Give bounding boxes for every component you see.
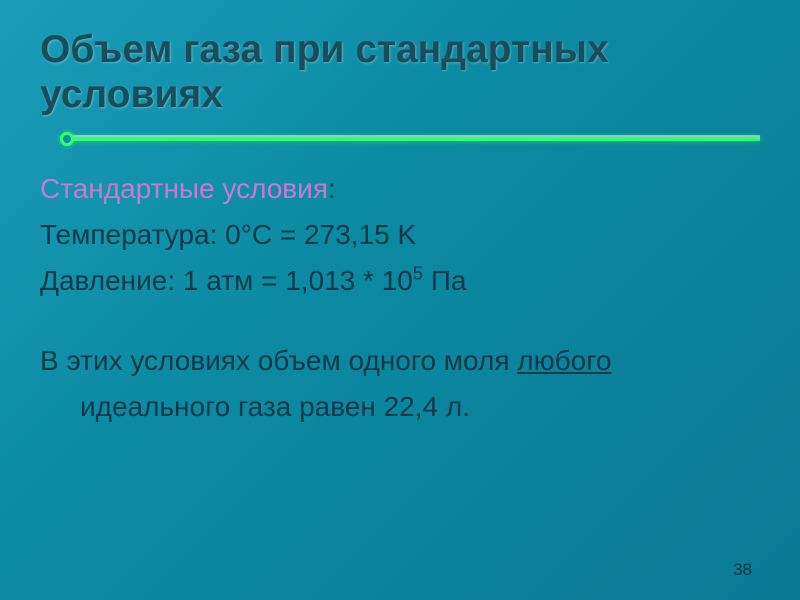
temperature-line: Температура: 0°С = 273,15 K: [40, 214, 760, 256]
slide-container: Объем газа при стандартных условиях Стан…: [0, 0, 800, 600]
slide-content: Стандартные условия: Температура: 0°С = …: [40, 168, 760, 428]
summary-line-1: В этих условиях объем одного моля любого: [40, 340, 760, 382]
pressure-exponent: 5: [413, 263, 423, 283]
slide-title: Объем газа при стандартных условиях: [40, 28, 760, 118]
subtitle-text: Стандартные условия: [40, 173, 328, 204]
title-line-1: Объем газа при стандартных: [40, 28, 609, 71]
spacer: [40, 306, 760, 340]
summary-line-2: идеального газа равен 22,4 л.: [40, 386, 760, 428]
divider-line: [70, 137, 760, 141]
summary-underlined: любого: [517, 345, 611, 376]
subtitle-line: Стандартные условия:: [40, 168, 760, 210]
page-number: 38: [733, 560, 752, 580]
divider-circle-icon: [60, 132, 74, 146]
title-line-2: условиях: [40, 73, 223, 116]
divider: [40, 132, 760, 146]
subtitle-colon: :: [328, 173, 336, 204]
pressure-line: Давление: 1 атм = 1,013 * 105 Па: [40, 260, 760, 302]
pressure-prefix: Давление: 1 атм = 1,013 * 10: [40, 265, 413, 296]
summary-prefix: В этих условиях объем одного моля: [40, 345, 517, 376]
pressure-suffix: Па: [423, 265, 466, 296]
